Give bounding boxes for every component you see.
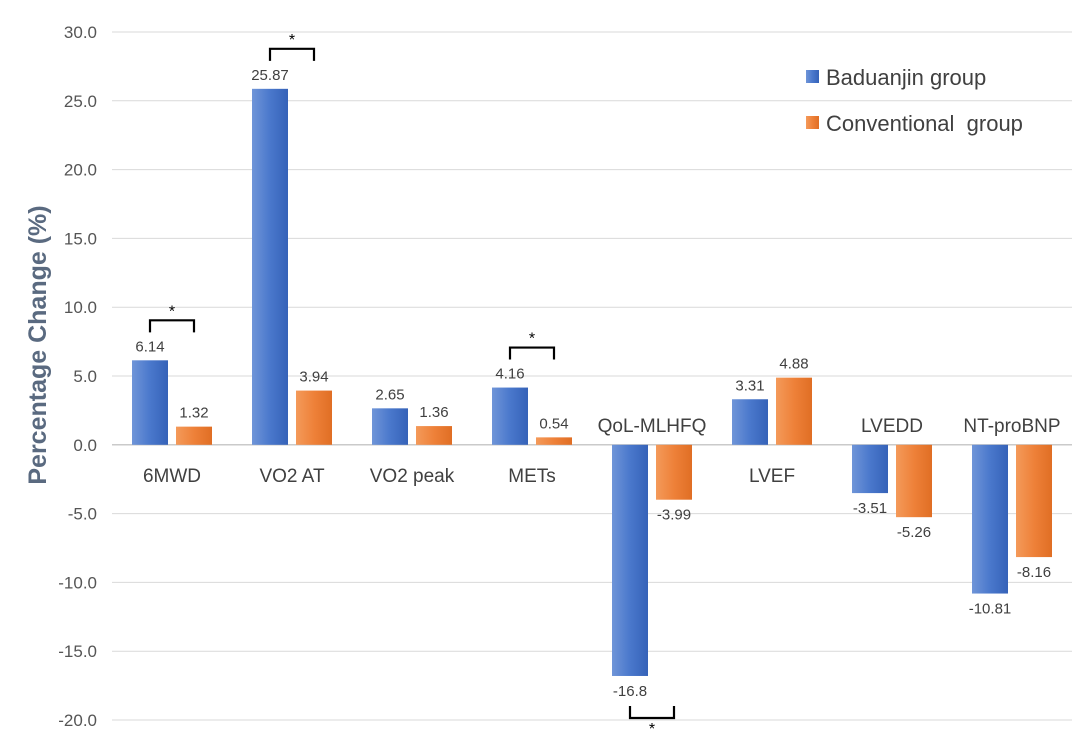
category-labels: 6MWD VO2 AT VO2 peak METs QoL-MLHFQ LVEF LVEDD… xyxy=(143,416,1061,487)
data-label: 0.54 xyxy=(539,415,568,432)
significance-star: * xyxy=(649,721,655,736)
bar-baduanjin-group-vo2-at xyxy=(252,88,288,445)
y-tick-label: -5.0 xyxy=(68,505,97,524)
data-label: -3.99 xyxy=(657,507,691,524)
data-label: -16.8 xyxy=(613,683,647,700)
y-tick-label: 30.0 xyxy=(64,23,97,42)
significance-bracket xyxy=(268,47,316,61)
y-tick-label: 0.0 xyxy=(73,436,97,455)
category-label-mets: METs xyxy=(508,466,556,487)
bar-baduanjin-group-mets xyxy=(492,387,528,445)
data-labels: 6.14 1.32 25.87 3.94 2.65 1.36 4.16 0.54 -16.8 -3… xyxy=(135,67,1051,700)
data-label: 1.36 xyxy=(419,404,448,421)
category-label-lvedd: LVEDD xyxy=(861,416,923,437)
significance-star: * xyxy=(169,303,175,320)
bar-conventional-group-vo2-peak xyxy=(416,426,452,445)
y-tick-label: 20.0 xyxy=(64,161,97,180)
category-label-vo2-at: VO2 AT xyxy=(259,466,325,487)
significance-star: * xyxy=(289,32,295,49)
y-tick-label: 25.0 xyxy=(64,92,97,111)
y-tick-label: -20.0 xyxy=(58,711,97,730)
bar-conventional-group-nt-probnp xyxy=(1016,444,1052,558)
data-label: 4.16 xyxy=(495,366,524,383)
data-label: -5.26 xyxy=(897,524,931,541)
bar-baduanjin-group-vo2-peak xyxy=(372,408,408,445)
bar-baduanjin-group-lvedd xyxy=(852,444,888,494)
legend-label-conventional: Conventional group xyxy=(826,111,1023,136)
data-label: -8.16 xyxy=(1017,564,1051,581)
bars xyxy=(132,88,1052,676)
bar-baduanjin-group-lvef xyxy=(732,399,768,445)
bar-baduanjin-group-nt-probnp xyxy=(972,444,1008,594)
y-tick-label: 15.0 xyxy=(64,229,97,248)
y-tick-label: 10.0 xyxy=(64,298,97,317)
legend-label-baduanjin: Baduanjin group xyxy=(826,65,986,90)
y-tick-label: 5.0 xyxy=(73,367,97,386)
y-axis-label: Percentage Change (%) xyxy=(24,205,52,484)
data-label: -3.51 xyxy=(853,500,887,517)
category-label-qol-mlhfq: QoL-MLHFQ xyxy=(598,416,707,437)
category-label-lvef: LVEF xyxy=(749,466,795,487)
y-tick-label: -10.0 xyxy=(58,573,97,592)
category-label-nt-probnp: NT-proBNP xyxy=(963,416,1060,437)
category-label-6mwd: 6MWD xyxy=(143,466,201,487)
data-label: 2.65 xyxy=(375,386,404,403)
significance-bracket xyxy=(628,705,676,720)
data-label: 3.94 xyxy=(299,369,328,386)
data-label: 25.87 xyxy=(251,67,289,84)
significance-vo2-at: * xyxy=(268,32,316,61)
y-tick-label: -15.0 xyxy=(58,642,97,661)
significance-qol-mlhfq: * xyxy=(628,705,676,736)
bar-conventional-group-lvef xyxy=(776,377,812,445)
data-label: -10.81 xyxy=(969,601,1012,618)
bar-baduanjin-group-qol-mlhfq xyxy=(612,444,648,676)
data-label: 3.31 xyxy=(735,377,764,394)
legend-swatch-baduanjin xyxy=(806,70,819,83)
significance-6mwd: * xyxy=(148,303,196,333)
bar-conventional-group-6mwd xyxy=(176,426,212,445)
significance-star: * xyxy=(529,331,535,348)
legend-swatch-conventional xyxy=(806,116,819,129)
y-axis-ticks: 30.0 25.0 20.0 15.0 10.0 5.0 0.0 -5.0 -10.0 -15.0… xyxy=(58,23,97,730)
legend: Baduanjin group Conventional group xyxy=(806,65,1023,136)
significance-bracket xyxy=(508,346,556,360)
data-label: 1.32 xyxy=(179,405,208,422)
bar-conventional-group-qol-mlhfq xyxy=(656,444,692,500)
significance-bracket xyxy=(148,319,196,333)
bar-conventional-group-lvedd xyxy=(896,444,932,518)
significance-mets: * xyxy=(508,331,556,360)
bar-conventional-group-mets xyxy=(536,437,572,445)
data-label: 4.88 xyxy=(779,356,808,373)
bar-baduanjin-group-6mwd xyxy=(132,360,168,445)
bar-conventional-group-vo2-at xyxy=(296,390,332,445)
category-label-vo2-peak: VO2 peak xyxy=(370,466,455,487)
data-label: 6.14 xyxy=(135,338,164,355)
significance-markers: * * * * xyxy=(148,32,676,736)
